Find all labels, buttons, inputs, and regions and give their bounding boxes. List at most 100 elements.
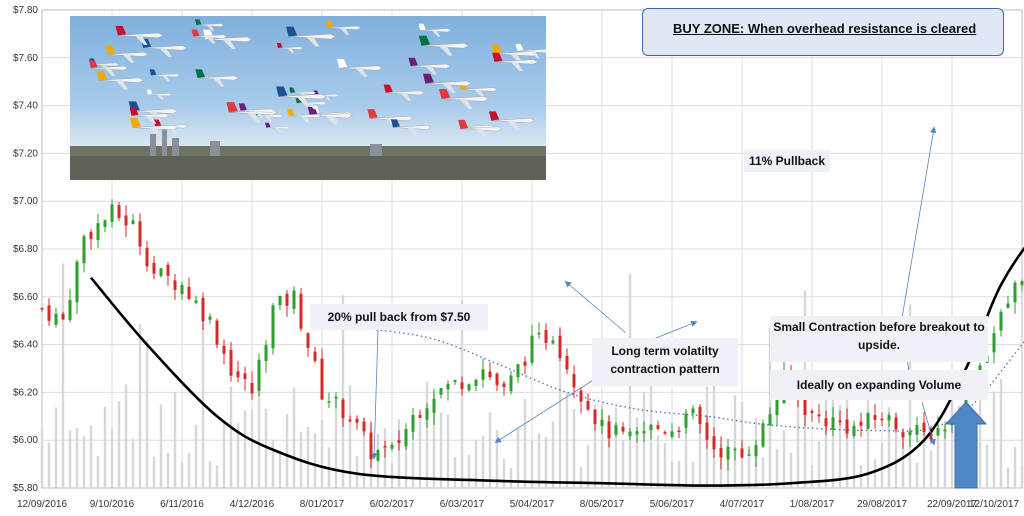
plane-wing xyxy=(161,75,171,82)
plane-wing xyxy=(206,25,215,31)
volume-bar xyxy=(152,456,156,488)
candle xyxy=(306,333,310,348)
volume-bar xyxy=(446,414,450,488)
candle xyxy=(1006,303,1010,308)
volume-bar xyxy=(572,409,576,488)
candle xyxy=(740,448,744,458)
volume-bar xyxy=(817,441,821,488)
chart-grid xyxy=(41,9,1023,489)
annotation-arrow xyxy=(564,280,627,334)
plane-body xyxy=(460,126,503,132)
candle xyxy=(229,349,233,376)
plane-icon xyxy=(325,20,361,35)
plane-icon xyxy=(458,120,503,138)
volume-bar xyxy=(264,408,268,488)
candle xyxy=(271,305,275,349)
candle xyxy=(348,419,352,422)
volume-bar xyxy=(467,454,471,488)
candle xyxy=(488,371,492,378)
candle xyxy=(1013,282,1017,303)
volume-bar xyxy=(579,466,583,488)
candle xyxy=(775,399,779,416)
x-tick-label: 5/04/2017 xyxy=(510,499,555,510)
plane-icon xyxy=(115,25,164,45)
volume-bar xyxy=(180,462,184,488)
volume-bar xyxy=(789,452,793,488)
volume-bar xyxy=(733,395,737,488)
x-tick-label: 12/10/2017 xyxy=(969,499,1019,510)
plane-wing xyxy=(425,66,437,75)
plane-tail xyxy=(515,43,524,52)
volume-bar xyxy=(173,392,177,488)
plane-icon xyxy=(307,106,353,125)
plane-tail xyxy=(115,25,127,36)
plane-wing xyxy=(431,30,441,37)
plane-wing xyxy=(246,112,261,123)
plane-icon xyxy=(418,23,452,37)
candle xyxy=(89,232,93,240)
candle xyxy=(719,448,723,458)
pattern-curve xyxy=(90,246,1024,487)
plane-tail xyxy=(390,119,400,128)
volume-bar xyxy=(999,379,1003,488)
annotation-arrow xyxy=(901,126,937,319)
plane-icon xyxy=(276,86,328,107)
candle xyxy=(404,428,408,447)
plane-wing xyxy=(159,47,172,58)
candle xyxy=(831,417,835,430)
volume-bar xyxy=(796,396,800,488)
volume-bar xyxy=(761,457,765,488)
candle xyxy=(628,431,632,437)
plane-icon xyxy=(492,52,539,71)
plane-tail xyxy=(129,107,139,116)
plane-wing xyxy=(145,115,157,124)
candle xyxy=(320,358,324,400)
plane-tail xyxy=(383,84,393,93)
candle xyxy=(425,408,429,420)
plane-wing xyxy=(104,68,116,76)
small-contraction-note: Small Contraction before breakout to ups… xyxy=(770,316,988,362)
candle xyxy=(166,264,170,276)
candle xyxy=(75,261,79,303)
expanding-volume-note: Ideally on expanding Volume xyxy=(770,370,988,400)
annotation-arrow xyxy=(370,329,379,460)
candle xyxy=(635,431,639,435)
candle xyxy=(96,223,100,241)
volume-bar xyxy=(117,401,121,488)
candle xyxy=(390,444,394,449)
plane-tail xyxy=(195,69,206,78)
plane-icon xyxy=(195,19,224,31)
y-tick-label: $7.00 xyxy=(13,196,38,207)
plane-icon xyxy=(418,35,470,56)
volume-bar xyxy=(383,428,387,488)
plane-icon xyxy=(287,109,322,123)
candle xyxy=(663,432,667,434)
plane-wing xyxy=(264,115,273,123)
plane-wing xyxy=(399,92,412,101)
volume-bar xyxy=(250,409,254,488)
candle xyxy=(943,429,947,432)
candle xyxy=(999,311,1003,331)
candle xyxy=(705,422,709,440)
plane-icon xyxy=(488,111,536,130)
volume-bar xyxy=(985,444,989,488)
candle xyxy=(467,384,471,391)
candle xyxy=(481,369,485,380)
volume-bar xyxy=(187,453,191,488)
candle xyxy=(474,379,478,386)
candle xyxy=(761,423,765,447)
plane-tail xyxy=(325,20,334,28)
candle xyxy=(40,308,44,310)
volume-bar xyxy=(418,412,422,488)
candle xyxy=(327,401,331,403)
plane-body xyxy=(327,25,361,30)
volume-bar xyxy=(950,393,954,488)
candle xyxy=(852,425,856,436)
candle xyxy=(453,379,457,382)
plane-icon xyxy=(286,26,337,47)
candle xyxy=(894,417,898,430)
plane-icon xyxy=(96,70,145,90)
x-tick-label: 9/10/2016 xyxy=(90,499,135,510)
plane-wing xyxy=(510,61,523,71)
volume-bar xyxy=(495,430,499,488)
